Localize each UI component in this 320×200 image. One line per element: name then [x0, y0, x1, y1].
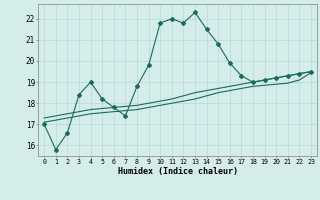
X-axis label: Humidex (Indice chaleur): Humidex (Indice chaleur) — [118, 167, 238, 176]
